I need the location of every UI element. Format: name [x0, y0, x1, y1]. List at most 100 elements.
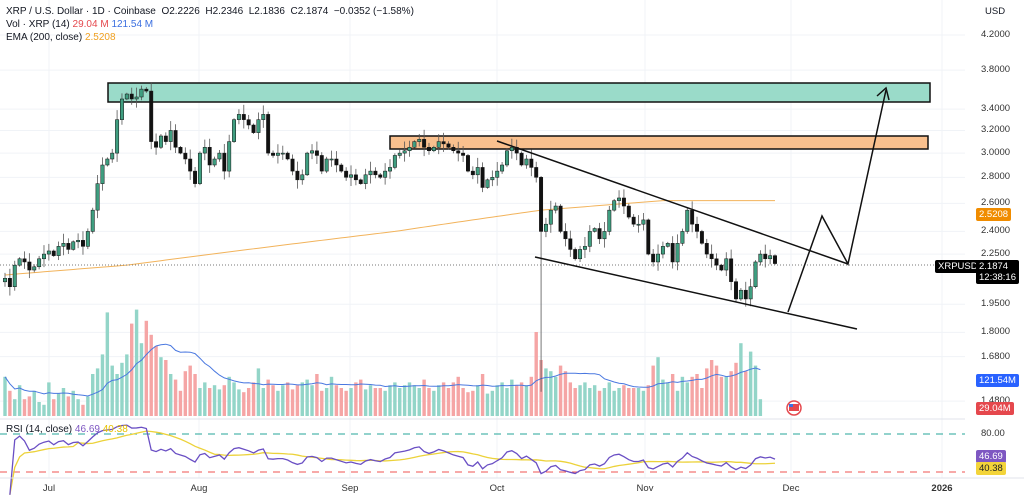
upper-trendline[interactable] [496, 140, 849, 265]
candle [27, 253, 32, 279]
candle-body [505, 150, 509, 166]
volume-bar [753, 365, 758, 416]
volume-bar [61, 388, 66, 416]
candle-body [42, 253, 46, 260]
time-tick: Jul [42, 483, 56, 494]
candle-body [66, 243, 71, 250]
volume-bar [17, 385, 22, 416]
volume-bar [344, 390, 348, 416]
ema-price-tag: 2.5208 [976, 208, 1012, 221]
candle-body [699, 231, 704, 244]
volume-bar [544, 368, 548, 416]
volume-bar [695, 374, 699, 416]
candle-body [12, 264, 17, 288]
candle-body [334, 158, 339, 166]
flag-icon[interactable] [786, 400, 802, 416]
candle [388, 159, 392, 179]
candle-body [178, 147, 183, 154]
candle [51, 249, 56, 257]
rsi-ma-line [9, 430, 776, 495]
volume-legend[interactable]: Vol · XRP (14) 29.04 M 121.54 M [6, 19, 153, 30]
candle-body [285, 152, 290, 160]
candle [314, 141, 319, 164]
candle [383, 163, 388, 185]
volume-bar [524, 385, 529, 416]
candle-body [110, 152, 115, 160]
candle [529, 149, 534, 177]
candle [134, 87, 139, 108]
symbol-legend[interactable]: XRP / U.S. Dollar · 1D · Coinbase O2.222… [6, 6, 414, 17]
candle [607, 205, 612, 236]
lower-trendline[interactable] [534, 256, 858, 330]
candle [626, 203, 631, 220]
volume-bar [597, 390, 602, 416]
candle-body [431, 147, 436, 152]
candle [524, 154, 529, 169]
candle [407, 140, 412, 157]
candle-body [490, 177, 495, 181]
resistance-zone[interactable] [107, 82, 931, 103]
candle [178, 146, 183, 155]
volume-bar [744, 371, 748, 416]
candle [290, 154, 295, 176]
candle-body [158, 135, 163, 148]
candle-body [163, 135, 168, 142]
candle [61, 233, 66, 256]
candle-body [71, 241, 76, 250]
candle [353, 168, 358, 186]
candle-body [222, 152, 227, 172]
volume-bar [125, 354, 129, 416]
candle [124, 92, 129, 101]
candle [680, 228, 685, 246]
candle [675, 234, 680, 271]
rsi-legend[interactable]: RSI (14, close) 46.69 40.38 [6, 424, 128, 435]
candle-body [524, 158, 529, 166]
projection-path[interactable] [787, 89, 887, 313]
volume-bar [748, 351, 753, 416]
candle [485, 178, 490, 189]
candle-body [339, 164, 344, 172]
volume-bar [495, 385, 499, 416]
candle [295, 161, 300, 189]
candle-body [95, 183, 100, 211]
price-tick: 2.2500 [981, 248, 1011, 260]
volume-bar [656, 357, 660, 416]
candle [261, 105, 266, 128]
supply-zone[interactable] [389, 135, 929, 150]
candle-body [154, 141, 159, 148]
candle [232, 118, 237, 143]
low-value: L2.1836 [248, 6, 285, 17]
candle [597, 222, 602, 244]
volume-bar [305, 379, 309, 416]
candle-body [631, 216, 636, 225]
candle-body [529, 158, 534, 168]
volume-bar [227, 376, 231, 416]
volume-bar [164, 360, 168, 416]
volume-bar [198, 388, 202, 416]
candle [768, 249, 773, 265]
ema-label: EMA (200, close) [6, 32, 83, 43]
symbol-title: XRP / U.S. Dollar · 1D · Coinbase [6, 6, 156, 17]
candle [42, 245, 46, 268]
candle-body [124, 93, 129, 100]
volume-bar [368, 385, 373, 416]
ema-legend[interactable]: EMA (200, close) 2.5208 [6, 32, 116, 43]
candle [500, 161, 505, 174]
price-tick: 4.2000 [981, 29, 1011, 40]
candle [76, 233, 81, 249]
candle-body [241, 114, 246, 120]
volume-bar [217, 389, 222, 416]
candle-body [456, 150, 461, 154]
candle-body [295, 170, 300, 181]
candle-body [690, 209, 695, 225]
candle [563, 223, 568, 247]
candle-body [617, 197, 622, 201]
candle-body [22, 258, 27, 263]
candle [85, 228, 90, 250]
candle [412, 140, 417, 149]
volume-bar [583, 382, 587, 416]
candle [427, 142, 431, 155]
candle-body [358, 179, 363, 184]
candle-body [729, 258, 734, 282]
